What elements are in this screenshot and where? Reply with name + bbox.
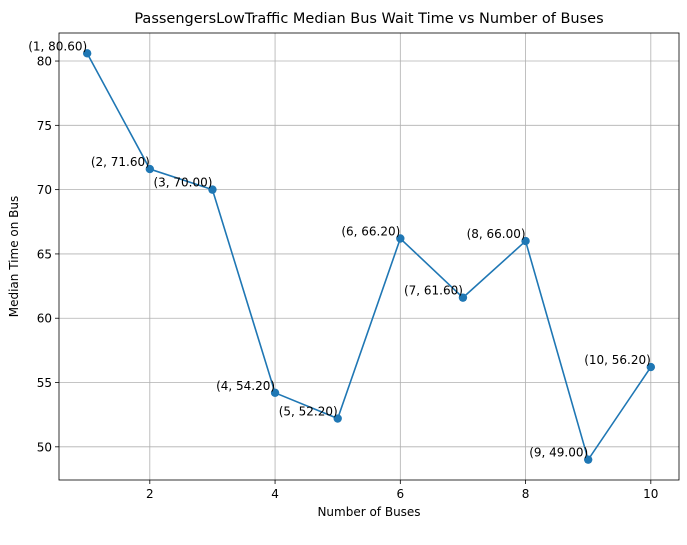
data-point-label: (9, 49.00): [529, 446, 588, 460]
plot-frame: [58, 32, 680, 481]
chart-title: PassengersLowTraffic Median Bus Wait Tim…: [134, 11, 603, 27]
grid: [59, 33, 679, 480]
data-point: [583, 455, 593, 464]
x-axis-label: Number of Buses: [317, 505, 420, 519]
x-tick-label: 8: [522, 487, 530, 501]
series-line-path: [86, 52, 652, 462]
data-point: [208, 185, 217, 194]
data-point-label: (3, 70.00): [153, 176, 212, 190]
data-point: [521, 236, 530, 246]
data-point-label: (2, 71.60): [91, 155, 150, 169]
data-point-label: (8, 66.00): [467, 227, 526, 241]
data-point: [145, 164, 155, 174]
data-point-label: (4, 54.20): [216, 379, 275, 393]
x-tick-label: 6: [396, 487, 404, 501]
y-tick-label: 55: [37, 376, 52, 390]
y-tick-label: 50: [37, 440, 52, 454]
x-tick-label: 4: [271, 487, 279, 501]
axes: 2 4 6 8 10 50 55 60 65 70 75 80: [37, 32, 680, 501]
y-tick-label: 80: [37, 55, 52, 69]
data-labels: (1, 80.60) (2, 71.60)(3, 70.00) (4, 54.20)…: [28, 39, 651, 459]
x-tick-label: 10: [643, 487, 658, 501]
y-axis-label: Median Time on Bus: [7, 196, 21, 318]
y-tick-label: 60: [37, 312, 52, 326]
y-tick-label: 75: [37, 119, 52, 133]
data-point-label: (10, 56.20): [584, 353, 651, 367]
data-point-label: (6, 66.20): [341, 224, 400, 238]
data-point: [82, 49, 92, 58]
y-tick-label: 70: [37, 183, 52, 197]
x-tick-label: 2: [146, 487, 154, 501]
series-line: [82, 49, 656, 464]
data-point: [458, 293, 468, 302]
data-point-label: (7, 61.60): [404, 284, 463, 298]
data-point: [646, 362, 656, 372]
data-point-label: (1, 80.60): [28, 39, 87, 53]
data-point: [396, 234, 405, 243]
data-point: [270, 388, 280, 398]
data-point: [333, 414, 342, 423]
y-tick-label: 65: [37, 247, 52, 261]
data-point-label: (5, 52.20): [279, 405, 338, 419]
